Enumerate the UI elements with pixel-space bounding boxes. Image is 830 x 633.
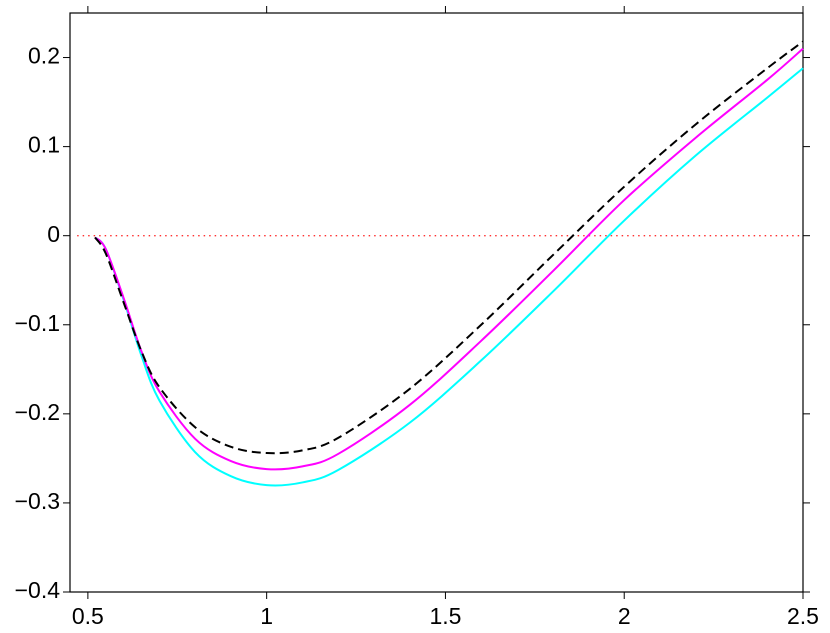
y-tick-label: 0.2	[28, 43, 60, 69]
x-tick-label: 1.5	[429, 603, 461, 629]
y-tick-label: −0.1	[15, 310, 60, 336]
x-tick-label: 0.5	[72, 603, 104, 629]
x-tick-label: 2.5	[787, 603, 819, 629]
line-series	[94, 47, 804, 471]
plot-frame	[69, 12, 804, 593]
x-tick-label: 1	[260, 603, 273, 629]
y-tick-label: 0	[47, 221, 60, 247]
y-tick-label: −0.2	[15, 399, 60, 425]
x-tick-label: 2	[618, 603, 631, 629]
y-tick-label: −0.4	[15, 577, 61, 603]
y-tick-label: 0.1	[28, 132, 60, 158]
line-series	[94, 40, 804, 455]
y-tick-label: −0.3	[15, 488, 60, 514]
line-series	[94, 67, 804, 487]
